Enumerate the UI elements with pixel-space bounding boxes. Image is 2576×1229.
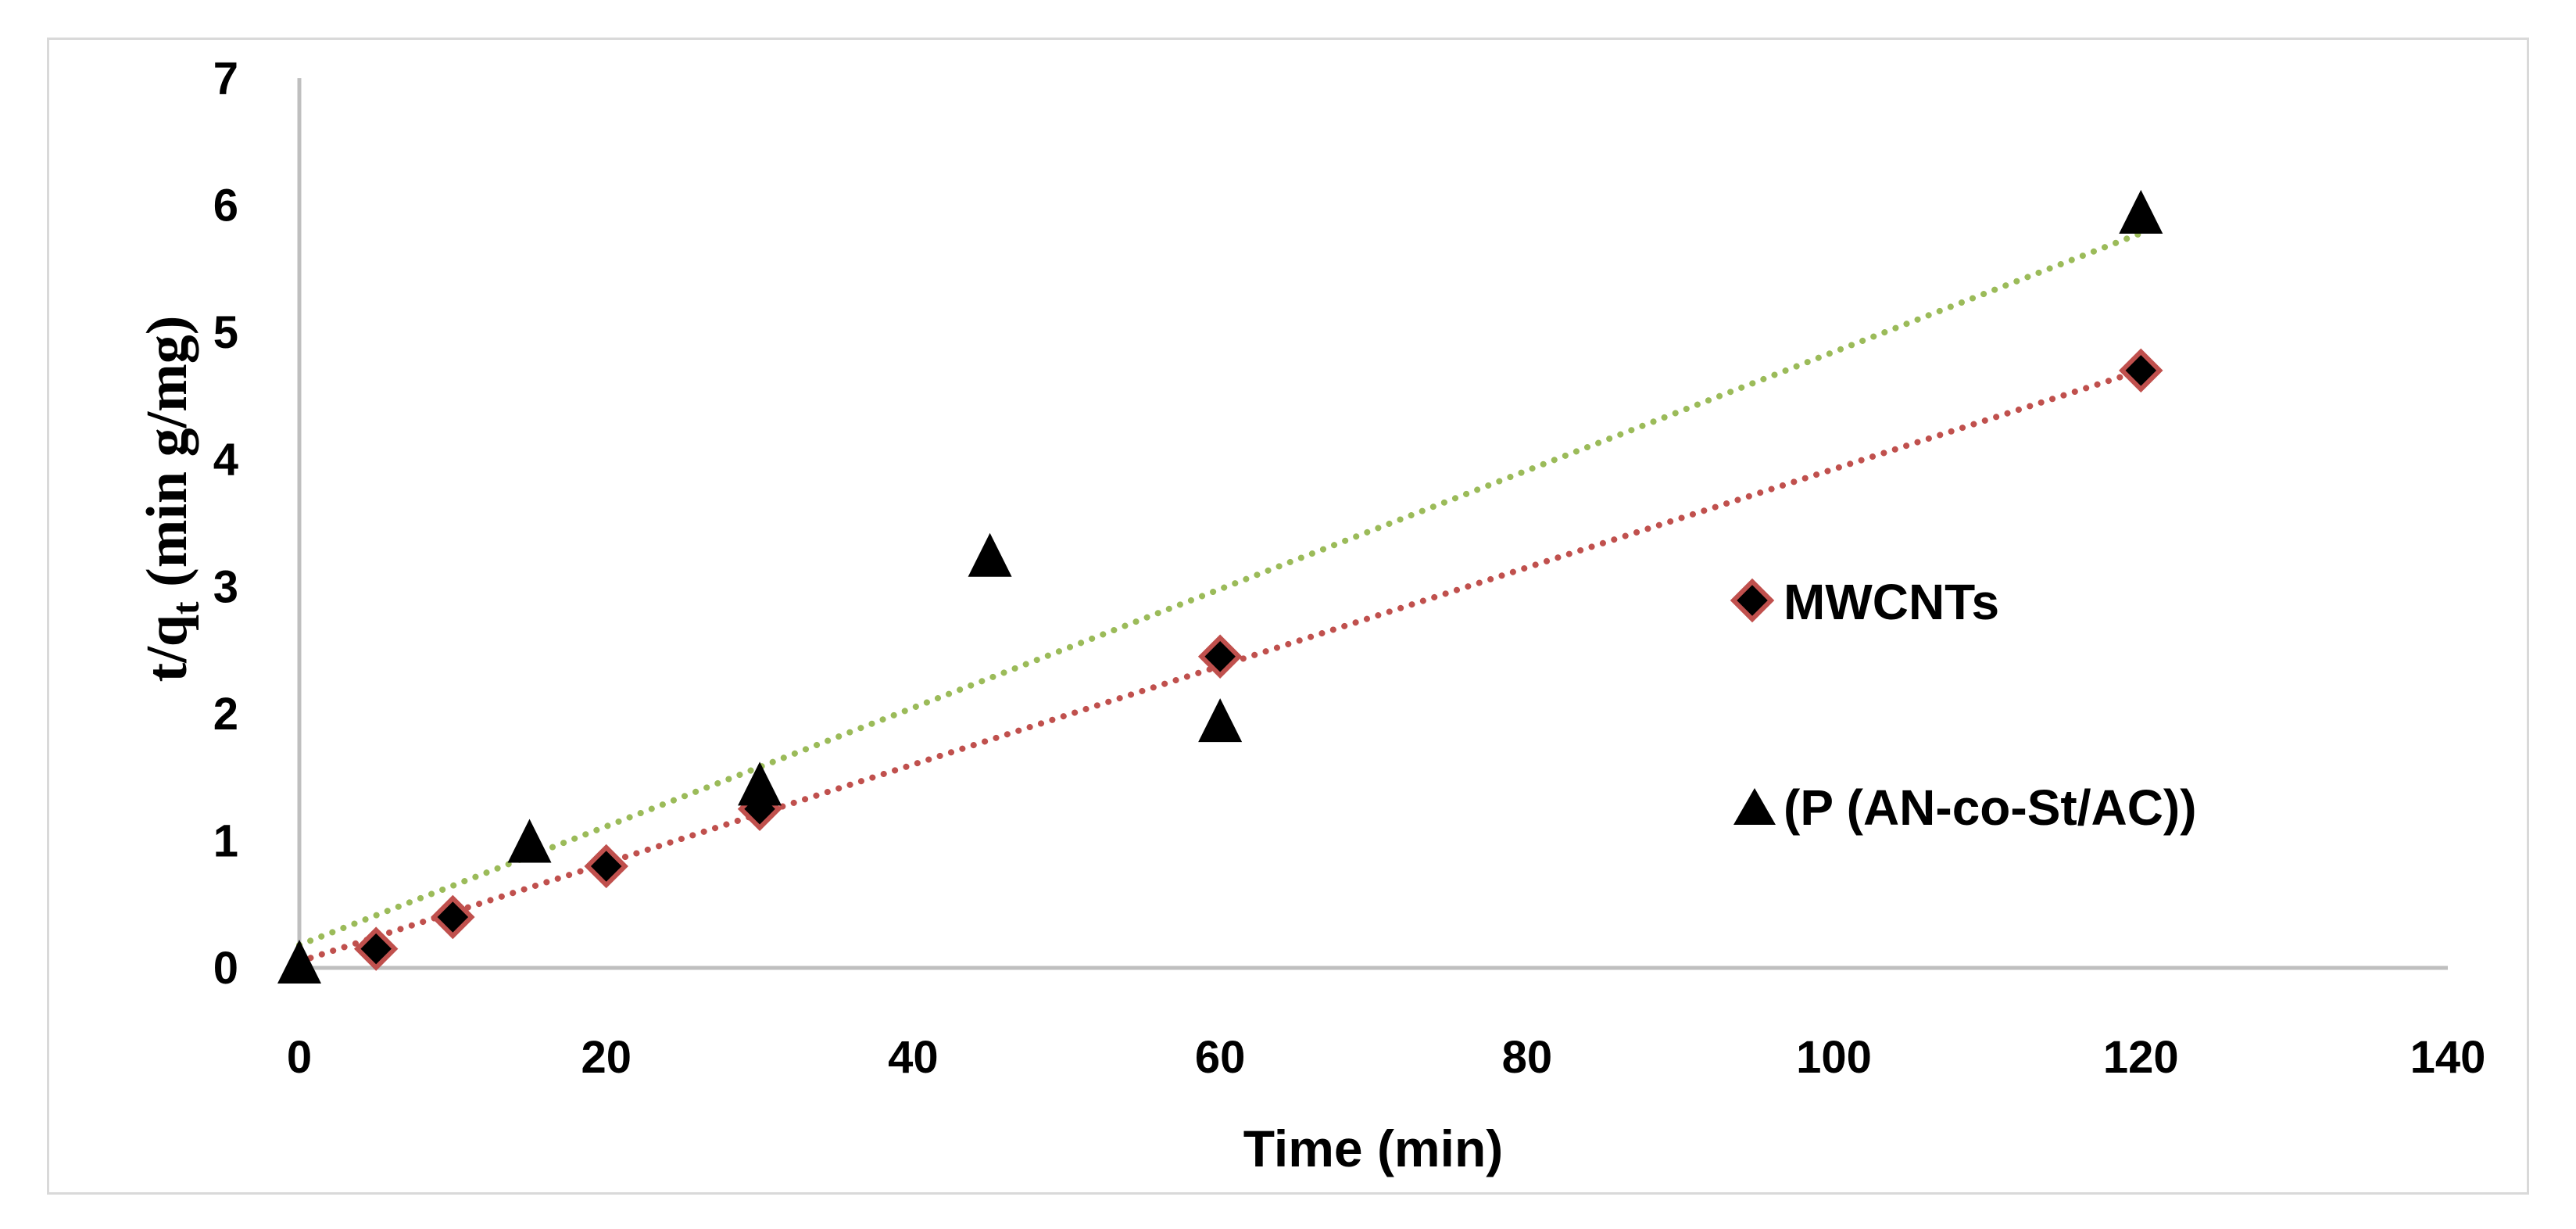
point-mwcnts (353, 926, 399, 971)
x-tick-label: 0 (287, 1032, 312, 1083)
x-tick-label: 40 (888, 1032, 939, 1083)
legend-item-mwcnts: MWCNTs (1730, 574, 1999, 630)
legend-label-mwcnts: MWCNTs (1784, 574, 1999, 630)
legend-label-pan-co-st-ac: (P (AN-co-St/AC)) (1784, 779, 2197, 836)
point-mwcnts (1197, 634, 1243, 679)
x-tick-labels: 0 20 40 60 80 100 120 140 (287, 1032, 2486, 1083)
x-tick-label: 100 (1796, 1032, 1872, 1083)
data-points (277, 189, 2163, 984)
x-tick-label: 80 (1502, 1032, 1553, 1083)
y-tick-label: 2 (213, 689, 238, 740)
y-axis-title-subscript: t (163, 601, 207, 614)
y-tick-labels: 0 1 2 3 4 5 6 7 (213, 53, 238, 994)
chart-frame (47, 38, 2529, 1195)
x-tick-label: 20 (581, 1032, 631, 1083)
x-tick-label: 120 (2103, 1032, 2179, 1083)
y-tick-label: 5 (213, 307, 238, 358)
y-axis-title: t/qt (min g/mg) (135, 316, 207, 683)
axes (297, 78, 2448, 970)
point-pan-co-st-ac (738, 761, 782, 806)
point-pan-co-st-ac (1198, 698, 1243, 743)
y-axis-title-tail: (min g/mg) (135, 316, 199, 602)
legend: MWCNTs (P (AN-co-St/AC)) (1730, 574, 2197, 836)
y-tick-label: 0 (213, 943, 238, 994)
y-tick-label: 3 (213, 561, 238, 612)
point-mwcnts (584, 844, 628, 889)
point-pan-co-st-ac (507, 819, 552, 863)
point-pan-co-st-ac (277, 940, 321, 984)
y-tick-label: 1 (213, 815, 238, 866)
y-tick-label: 6 (213, 181, 238, 231)
x-tick-label: 60 (1195, 1032, 1246, 1083)
legend-marker-diamond-icon (1730, 578, 1775, 623)
x-tick-label: 140 (2410, 1032, 2486, 1083)
point-pan-co-st-ac (968, 532, 1012, 577)
x-axis-title: Time (min) (1243, 1120, 1503, 1177)
y-tick-label: 4 (213, 435, 238, 486)
trendline-pan-co-st-ac (296, 230, 2145, 948)
point-pan-co-st-ac (2119, 189, 2163, 234)
legend-marker-triangle-icon (1733, 788, 1776, 825)
point-mwcnts (431, 894, 475, 940)
y-axis-title-main: t/q (135, 614, 199, 682)
y-tick-label: 7 (213, 53, 238, 104)
legend-item-pan-co-st-ac: (P (AN-co-St/AC)) (1733, 779, 2197, 836)
point-mwcnts (2119, 348, 2163, 393)
